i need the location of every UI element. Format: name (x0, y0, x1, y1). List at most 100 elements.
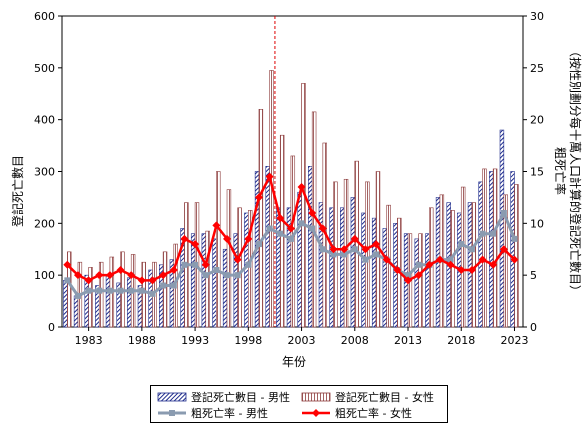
point-female-rate-2009 (361, 245, 370, 254)
x-tick-label: 2018 (447, 334, 475, 347)
x-tick-label: 1983 (75, 334, 103, 347)
point-female-rate-1992 (180, 234, 189, 243)
bar-female-2014 (418, 233, 423, 328)
point-female-rate-2016 (435, 255, 444, 264)
point-female-rate-1991 (169, 265, 178, 274)
point-female-rate-2014 (414, 271, 423, 280)
bar-male-2006 (329, 207, 334, 328)
bar-female-2008 (354, 160, 359, 328)
bar-male-1982 (73, 295, 79, 328)
plot-area: 0 100 200 300 400 500 600 0 5 10 15 20 25 30 1983 1988 1… (34, 10, 544, 347)
y-left-tick-label: 0 (48, 321, 55, 334)
y-axis-title-right-line: （按性別劃分每十萬人口計算的登記死亡數目） (568, 45, 583, 297)
legend-swatch-male-bar (157, 392, 187, 402)
point-female-rate-1990 (159, 271, 168, 280)
point-female-rate-1989 (148, 276, 157, 285)
bar-female-2017 (450, 210, 455, 328)
bar-female-1996 (226, 189, 232, 328)
x-tick-label: 1993 (181, 334, 209, 347)
y-axis-title-right: 粗死亡率 （按性別劃分每十萬人口計算的登記死亡數目） (553, 45, 583, 297)
point-male-rate-1991 (170, 282, 177, 289)
point-female-rate-2001 (276, 214, 285, 223)
point-male-rate-1998 (245, 261, 252, 268)
point-male-rate-1996 (224, 272, 231, 279)
bar-female-1995 (216, 171, 221, 328)
point-female-rate-2007 (340, 245, 349, 254)
bar-male-2010 (371, 217, 377, 328)
y-left-tick-label: 400 (34, 114, 55, 127)
x-axis-title: 年份 (282, 355, 306, 369)
bar-female-2020 (482, 168, 487, 328)
bar-male-1993 (190, 233, 196, 328)
x-tick-label: 2008 (341, 334, 369, 347)
y-left-tick-label: 300 (34, 166, 55, 179)
bar-male-2005 (318, 202, 324, 328)
y-left-tick-label: 200 (34, 217, 55, 230)
point-female-rate-2006 (329, 245, 338, 254)
bar-male-2022 (499, 129, 505, 328)
point-male-rate-2020 (479, 230, 486, 237)
point-male-rate-2021 (490, 230, 497, 237)
point-female-rate-1982 (73, 271, 82, 280)
bar-male-1987 (127, 277, 132, 328)
bar-male-2019 (467, 202, 473, 328)
point-male-rate-2014 (415, 261, 422, 268)
point-male-rate-2002 (287, 235, 294, 242)
point-female-rate-1985 (105, 271, 114, 280)
legend: 登記死亡數目 - 男性 登記死亡數目 - 女性 粗死亡率 - 男性 粗死亡率 -… (150, 385, 448, 423)
bar-male-2009 (361, 212, 366, 328)
bar-female-1983 (88, 267, 93, 328)
legend-item-female-rate: 粗死亡率 - 女性 (301, 405, 412, 421)
legend-label-male-rate: 粗死亡率 - 男性 (191, 407, 268, 420)
y-left-tick-label: 100 (34, 269, 55, 282)
point-female-rate-1986 (116, 265, 125, 274)
point-male-rate-2006 (330, 251, 337, 258)
point-male-rate-1987 (128, 287, 135, 294)
y-right-tick-label: 30 (530, 10, 544, 23)
bar-male-2021 (489, 171, 494, 328)
point-male-rate-2019 (468, 246, 475, 253)
point-male-rate-1986 (117, 287, 124, 294)
bar-female-1990 (162, 251, 168, 328)
bar-male-1985 (105, 274, 111, 328)
bar-female-2021 (492, 168, 498, 328)
point-male-rate-1992 (181, 261, 188, 268)
bar-male-2020 (478, 181, 483, 328)
bar-female-2003 (301, 83, 306, 328)
point-female-rate-2021 (489, 260, 498, 269)
point-male-rate-1990 (160, 282, 167, 289)
point-male-rate-1993 (192, 261, 199, 268)
x-tick-label: 2003 (288, 334, 316, 347)
y-axis-title-right-line: 粗死亡率 (553, 147, 568, 195)
point-male-rate-1995 (213, 266, 220, 273)
bar-male-1995 (212, 238, 217, 328)
point-male-rate-2004 (309, 225, 316, 232)
point-male-rate-2017 (447, 256, 454, 263)
point-female-rate-2002 (286, 224, 295, 233)
bar-male-2007 (340, 207, 345, 328)
y-left-tick-label: 600 (34, 10, 55, 23)
legend-swatch-female-line (302, 409, 330, 417)
legend-label-female-rate: 粗死亡率 - 女性 (335, 407, 412, 420)
bar-male-2000 (265, 166, 270, 328)
point-female-rate-2019 (467, 265, 476, 274)
y-right-tick-label: 10 (530, 217, 544, 230)
bar-female-2018 (460, 186, 466, 328)
bar-male-2004 (308, 166, 313, 328)
bar-male-2014 (414, 238, 419, 328)
legend-swatch-male-line (158, 410, 186, 416)
point-male-rate-1999 (255, 241, 262, 248)
legend-label-female-deaths: 登記死亡數目 - 女性 (335, 391, 434, 404)
bar-male-2003 (297, 191, 302, 328)
point-female-rate-2012 (393, 265, 402, 274)
x-tick-label: 2023 (500, 334, 528, 347)
y-right-tick-label: 15 (530, 166, 544, 179)
bar-female-2023 (514, 184, 519, 328)
bar-female-2009 (365, 181, 370, 328)
point-male-rate-2001 (277, 230, 284, 237)
point-male-rate-1994 (202, 272, 209, 279)
y-right-tick-label: 25 (530, 62, 544, 75)
point-female-rate-1996 (223, 234, 232, 243)
point-female-rate-2011 (382, 255, 391, 264)
point-male-rate-2010 (373, 251, 380, 258)
